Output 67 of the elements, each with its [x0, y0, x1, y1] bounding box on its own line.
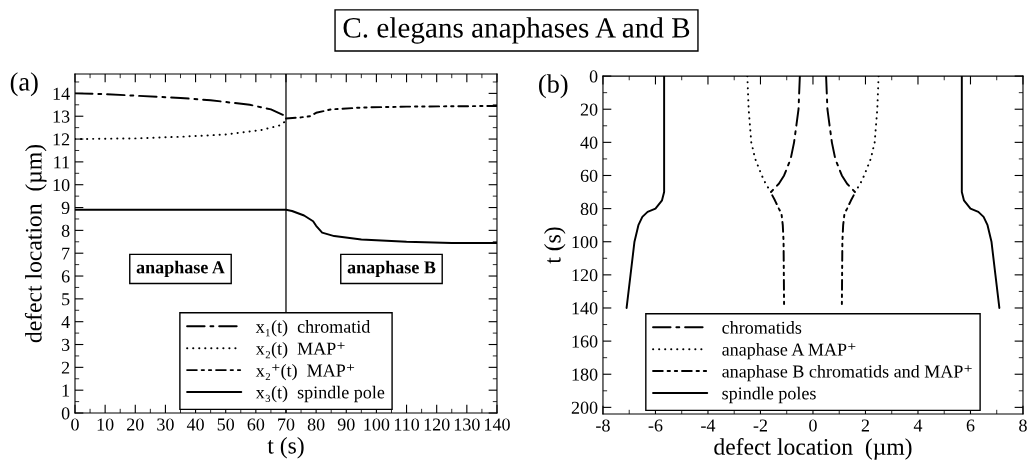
- x-tick-label: 4: [913, 419, 923, 432]
- y-tick-label: 8: [61, 224, 70, 237]
- legend-label: chromatids: [722, 321, 802, 334]
- y-tick-label: 60: [580, 169, 598, 182]
- y-axis-title: t (s): [544, 227, 566, 264]
- x-tick-label: 80: [307, 418, 325, 431]
- y-tick-label: 80: [580, 202, 598, 216]
- x-tick-label: 30: [157, 418, 174, 431]
- y-tick-label: 13: [53, 110, 70, 123]
- legend-label: spindle poles: [722, 386, 816, 404]
- x-tick-label: 60: [247, 418, 265, 431]
- y-tick-label: 100: [572, 235, 598, 249]
- x-tick-label: 0: [809, 419, 817, 432]
- legend-label: x₁(t) chromatid: [255, 320, 371, 337]
- legend-label: x₂⁺(t) MAP⁺: [255, 363, 355, 381]
- x-tick-label: 2: [861, 419, 869, 432]
- x-tick-label: -2: [753, 419, 767, 432]
- y-tick-label: 3: [61, 338, 70, 351]
- x-tick-label: 6: [966, 419, 975, 432]
- x-tick-label: 120: [424, 418, 450, 431]
- x-axis-title: t (s): [267, 437, 304, 459]
- x-tick-label: 130: [454, 418, 480, 431]
- y-tick-label: 40: [580, 136, 598, 149]
- x-tick-label: 90: [337, 418, 355, 431]
- y-tick-label: 5: [62, 293, 70, 306]
- x-tick-label: 110: [394, 418, 420, 431]
- legend-label: anaphase A MAP⁺: [722, 342, 856, 360]
- x-tick-label: 50: [217, 418, 235, 431]
- y-tick-label: 1: [62, 384, 70, 397]
- x-tick-label: -4: [701, 419, 716, 432]
- annotation: anaphase B: [347, 260, 436, 278]
- x-tick-label: 8: [1019, 419, 1027, 432]
- legend-label: anaphase B chromatids and MAP⁺: [722, 364, 972, 382]
- y-tick-label: 140: [572, 302, 598, 315]
- y-tick-label: 7: [62, 247, 70, 260]
- x-tick-label: 70: [278, 418, 295, 431]
- x-tick-label: 0: [71, 418, 79, 431]
- x-axis-title: defect location (µm): [714, 438, 912, 460]
- y-tick-label: 2: [61, 361, 70, 374]
- y-tick-label: 10: [53, 178, 70, 192]
- y-tick-label: 160: [572, 335, 598, 348]
- y-tick-label: 200: [571, 401, 598, 414]
- y-axis-title: defect location (µm): [24, 144, 47, 343]
- legend-label: x₃(t) spindle pole: [255, 385, 385, 403]
- x-tick-label: 20: [127, 418, 144, 431]
- x-tick-label: -8: [596, 419, 610, 432]
- x-tick-label: 140: [485, 418, 510, 431]
- y-tick-label: 0: [61, 407, 70, 420]
- legend-label: x₂(t) MAP⁺: [255, 342, 345, 359]
- annotation: anaphase A: [136, 260, 225, 278]
- y-tick-label: 20: [580, 103, 598, 116]
- chart-title: C. elegans anaphases A and B: [343, 17, 690, 44]
- y-tick-label: 120: [572, 269, 598, 282]
- y-tick-label: 12: [53, 133, 70, 146]
- y-tick-label: 9: [61, 201, 70, 214]
- y-tick-label: 14: [53, 87, 70, 100]
- y-tick-label: 11: [54, 156, 70, 169]
- y-tick-label: 4: [61, 316, 70, 328]
- x-tick-label: 40: [186, 418, 204, 431]
- x-tick-label: 100: [364, 418, 390, 431]
- y-tick-label: 180: [572, 368, 598, 381]
- y-tick-label: 0: [589, 70, 598, 83]
- x-tick-label: 10: [97, 418, 114, 431]
- text: (b): [539, 74, 568, 99]
- text: (a): [10, 72, 38, 97]
- x-tick-label: -6: [648, 419, 663, 432]
- y-tick-label: 6: [61, 270, 70, 283]
